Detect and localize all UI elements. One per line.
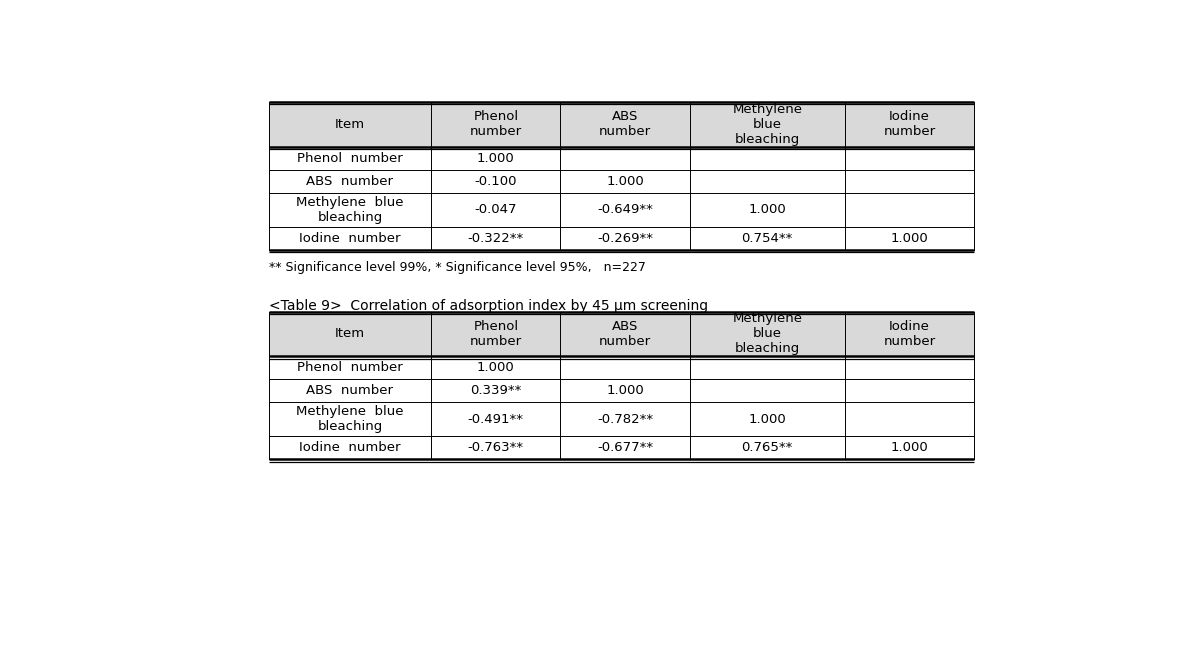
Text: 0.765**: 0.765** (741, 442, 793, 454)
Text: -0.047: -0.047 (475, 203, 518, 216)
Text: -0.782**: -0.782** (597, 413, 653, 426)
Bar (560, 380, 690, 402)
Bar (845, 193, 975, 227)
Bar (269, 102, 431, 147)
Bar (690, 227, 845, 250)
Text: 1.000: 1.000 (749, 203, 787, 216)
Bar (845, 147, 975, 170)
Text: 0.339**: 0.339** (470, 384, 521, 398)
Bar (690, 102, 845, 147)
Text: 1.000: 1.000 (749, 413, 787, 426)
Text: -0.100: -0.100 (475, 175, 518, 188)
Bar (690, 170, 845, 193)
Bar (431, 170, 560, 193)
Bar (431, 356, 560, 380)
Text: Methylene
blue
bleaching: Methylene blue bleaching (732, 312, 802, 356)
Text: Phenol
number: Phenol number (470, 320, 522, 348)
Text: <Table 9>  Correlation of adsorption index by 45 μm screening: <Table 9> Correlation of adsorption inde… (269, 299, 708, 313)
Bar (269, 356, 431, 380)
Text: Phenol  number: Phenol number (298, 362, 402, 374)
Text: Methylene  blue
bleaching: Methylene blue bleaching (296, 196, 403, 224)
Text: Iodine
number: Iodine number (883, 111, 935, 139)
Bar (269, 193, 431, 227)
Text: Item: Item (334, 327, 365, 340)
Bar (560, 311, 690, 356)
Text: -0.763**: -0.763** (468, 442, 524, 454)
Bar (690, 311, 845, 356)
Text: 1.000: 1.000 (477, 362, 515, 374)
Bar (560, 170, 690, 193)
Bar (690, 402, 845, 436)
Bar (269, 380, 431, 402)
Bar (845, 227, 975, 250)
Text: ABS  number: ABS number (306, 175, 394, 188)
Bar (845, 170, 975, 193)
Bar (269, 170, 431, 193)
Bar (845, 380, 975, 402)
Text: Methylene  blue
bleaching: Methylene blue bleaching (296, 406, 403, 434)
Text: -0.269**: -0.269** (597, 232, 653, 245)
Text: 1.000: 1.000 (477, 152, 515, 165)
Bar (845, 102, 975, 147)
Bar (269, 402, 431, 436)
Text: ABS
number: ABS number (599, 111, 651, 139)
Text: Iodine  number: Iodine number (299, 232, 401, 245)
Text: 1.000: 1.000 (606, 384, 644, 398)
Bar (431, 436, 560, 460)
Bar (845, 356, 975, 380)
Bar (560, 402, 690, 436)
Text: -0.491**: -0.491** (468, 413, 524, 426)
Text: Phenol  number: Phenol number (298, 152, 402, 165)
Text: Phenol
number: Phenol number (470, 111, 522, 139)
Bar (431, 193, 560, 227)
Bar (269, 227, 431, 250)
Text: Iodine
number: Iodine number (883, 320, 935, 348)
Bar (845, 311, 975, 356)
Bar (431, 380, 560, 402)
Text: -0.677**: -0.677** (597, 442, 653, 454)
Bar (269, 311, 431, 356)
Bar (690, 193, 845, 227)
Bar (560, 193, 690, 227)
Bar (845, 436, 975, 460)
Text: ABS
number: ABS number (599, 320, 651, 348)
Bar (690, 147, 845, 170)
Bar (431, 311, 560, 356)
Bar (560, 356, 690, 380)
Bar (269, 436, 431, 460)
Bar (560, 147, 690, 170)
Bar (431, 227, 560, 250)
Text: Item: Item (334, 118, 365, 131)
Text: -0.322**: -0.322** (468, 232, 524, 245)
Text: 0.754**: 0.754** (741, 232, 793, 245)
Bar (431, 102, 560, 147)
Text: -0.649**: -0.649** (597, 203, 653, 216)
Bar (560, 102, 690, 147)
Text: 1.000: 1.000 (606, 175, 644, 188)
Text: Iodine  number: Iodine number (299, 442, 401, 454)
Bar (560, 436, 690, 460)
Bar (431, 402, 560, 436)
Bar (560, 227, 690, 250)
Bar (845, 402, 975, 436)
Text: Methylene
blue
bleaching: Methylene blue bleaching (732, 103, 802, 146)
Text: ABS  number: ABS number (306, 384, 394, 398)
Text: ** Significance level 99%, * Significance level 95%,   n=227: ** Significance level 99%, * Significanc… (269, 261, 645, 273)
Bar (690, 380, 845, 402)
Bar (431, 147, 560, 170)
Bar (269, 147, 431, 170)
Bar (690, 356, 845, 380)
Bar (690, 436, 845, 460)
Text: 1.000: 1.000 (890, 442, 928, 454)
Text: 1.000: 1.000 (890, 232, 928, 245)
